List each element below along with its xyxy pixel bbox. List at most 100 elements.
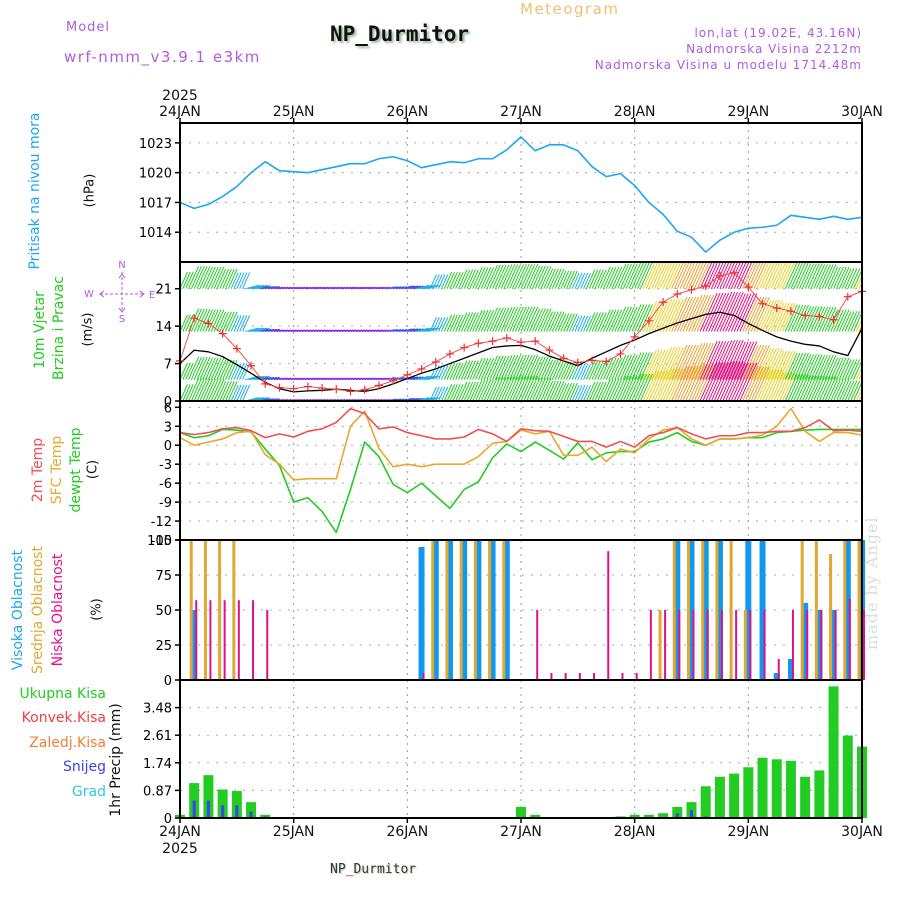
wind-arrow [270, 285, 280, 290]
wind-arrow [745, 344, 762, 380]
wind-arrow [205, 378, 216, 401]
wind-arrow [580, 363, 589, 380]
wind-arrow [333, 377, 340, 381]
wind-arrow [801, 263, 815, 289]
wind-arrow [310, 286, 317, 290]
total-rain-bar [714, 776, 725, 818]
wind-arrow [529, 356, 541, 380]
wind-arrow [651, 370, 666, 401]
wind-arrow [443, 271, 453, 289]
wind-arrow [336, 286, 343, 290]
wind-arrow [816, 354, 828, 380]
total-rain-bar [771, 759, 782, 818]
wind-arrow [520, 376, 533, 401]
wind-arrow [265, 285, 275, 290]
mid-cloud-bar [715, 540, 719, 680]
wind-arrow [395, 328, 405, 332]
wind-arrow [651, 262, 665, 289]
wind-arrow [188, 356, 200, 380]
wind-arrow [790, 352, 804, 380]
wind-arrow [316, 377, 323, 381]
wind-gust-marker [829, 315, 838, 324]
wind-arrow [469, 360, 479, 380]
wind-arrow [713, 262, 727, 289]
wind-arrow [227, 381, 238, 401]
wind-arrow [296, 377, 303, 381]
wind-arrow [568, 270, 578, 289]
wind-arrow [477, 358, 489, 380]
precip-label-snow: Snijeg [62, 759, 106, 775]
wind-arrow [733, 293, 752, 332]
wind-arrow [446, 314, 456, 332]
wind-arrow [844, 311, 855, 332]
wind-arrow [585, 360, 596, 380]
total-rain-bar [672, 806, 683, 818]
wind-arrow [691, 294, 709, 332]
wind-arrow [253, 284, 268, 290]
wind-arrow [853, 380, 862, 401]
wind-arrow [216, 381, 227, 401]
wind-arrow [205, 357, 216, 380]
wind-arrow [668, 347, 684, 380]
wind-arrow [642, 370, 658, 401]
total-rain-bar [757, 757, 768, 818]
wind-arrow [216, 359, 227, 380]
wind-arrow [190, 378, 202, 401]
precip-label-hail: Grad [71, 784, 106, 800]
wind-arrow [452, 362, 461, 380]
wind-arrow [662, 368, 678, 401]
wind-arrow [614, 376, 627, 401]
wind-arrow [307, 329, 314, 332]
wind-arrow [827, 357, 839, 380]
y-tick-label-temp: -3 [159, 458, 172, 473]
wind-arrow [319, 377, 326, 381]
wind-arrow [722, 340, 741, 380]
wind-arrow [824, 354, 837, 380]
wind-arrow [460, 312, 471, 332]
wind-arrow [259, 285, 269, 290]
wind-arrow [838, 266, 850, 289]
wind-arrow [773, 302, 788, 332]
mid-cloud-bar [829, 554, 833, 680]
wind-arrow [438, 274, 446, 289]
wind-arrow [551, 359, 562, 380]
wind-arrow [509, 354, 522, 380]
wind-arrow [415, 375, 430, 381]
wind-arrow [364, 377, 371, 381]
wind-arrow [762, 348, 778, 380]
wind-arrow [600, 309, 611, 332]
wind-gust-marker [403, 370, 412, 379]
wind-arrow [699, 292, 718, 332]
wind-arrow [733, 362, 752, 401]
mid-cloud-bar [687, 540, 690, 680]
wind-arrow [225, 268, 235, 289]
wind-arrow [591, 269, 601, 289]
wind-arrow [781, 302, 796, 332]
wind-arrow [285, 286, 292, 290]
low-cloud-bar [252, 600, 255, 680]
wind-gust-marker [431, 357, 440, 366]
wind-arrow [373, 329, 380, 332]
wind-arrow [273, 377, 280, 381]
wind-gust-marker [602, 357, 611, 366]
wind-arrow [568, 382, 578, 401]
wind-arrow [810, 354, 823, 380]
wind-arrow [671, 262, 685, 289]
wind-arrow [659, 368, 676, 401]
wind-arrow [764, 348, 780, 380]
wind-arrow [554, 380, 565, 401]
wind-arrow [531, 378, 544, 401]
low-cloud-bar [266, 610, 269, 680]
wind-gust-marker [616, 349, 625, 358]
wind-arrow [625, 354, 638, 380]
wind-arrow [742, 366, 759, 401]
wind-gust-marker [417, 364, 426, 373]
elevation-info: Nadmorska Visina 2212m [686, 42, 862, 56]
wind-arrow [503, 354, 516, 380]
wind-arrow [719, 340, 739, 380]
wind-arrow [196, 378, 208, 401]
wind-arrow [452, 271, 461, 289]
wind-arrow [361, 329, 368, 332]
wind-arrow [242, 272, 251, 289]
high-cloud-bar [787, 659, 794, 680]
